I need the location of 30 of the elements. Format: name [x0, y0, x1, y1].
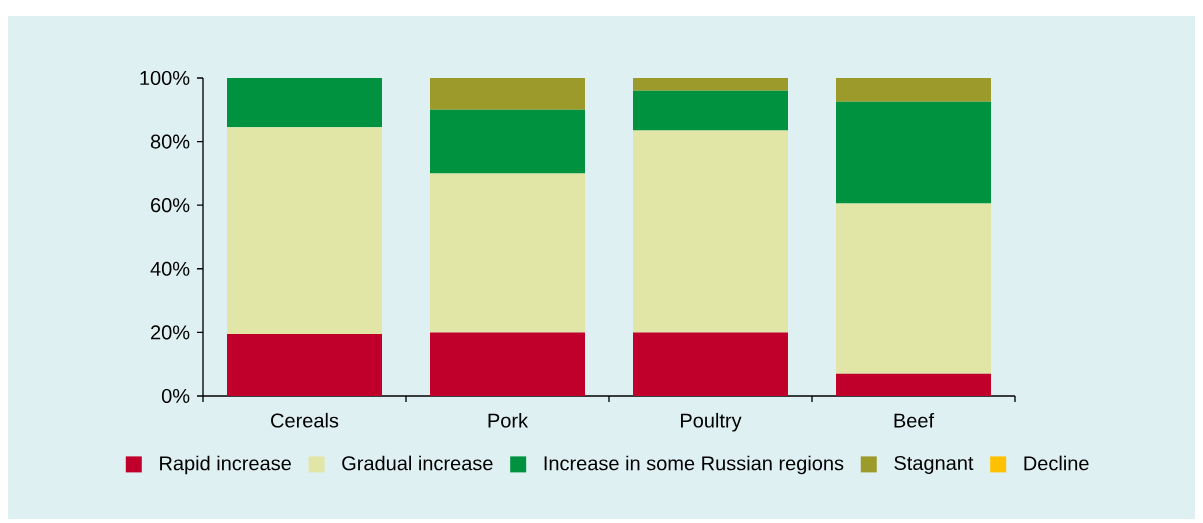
bar [836, 373, 991, 396]
legend-label: Gradual increase [342, 455, 493, 471]
bar [633, 77, 788, 91]
y-tick-label: 0% [161, 388, 190, 404]
legend-label: Rapid increase [160, 455, 291, 475]
bar [430, 77, 585, 110]
bar [633, 332, 788, 396]
y-tick-label: 80% [150, 134, 190, 149]
bar [227, 333, 383, 396]
bar [633, 130, 788, 333]
y-tick-label: 100% [140, 70, 190, 86]
bar [430, 173, 585, 333]
x-tick-label: Poultry [681, 412, 742, 432]
bar [227, 77, 383, 128]
x-tick-label: Pork [488, 412, 529, 428]
bar [633, 90, 788, 131]
legend-label: Increase in some Russian regions [544, 455, 844, 475]
x-tick-label: Beef [894, 412, 935, 428]
y-tick-label: 60% [151, 198, 190, 213]
x-tick-label: Cereals [271, 412, 339, 428]
bar [836, 101, 991, 204]
bar [430, 109, 585, 174]
bar [836, 203, 991, 374]
legend-label: Stagnant [894, 455, 974, 475]
bar [227, 127, 383, 334]
legend-label: Decline [1024, 455, 1089, 471]
y-tick-label: 40% [150, 261, 190, 276]
y-tick-label: 20% [151, 325, 190, 340]
bar [836, 77, 991, 102]
bar [430, 332, 585, 396]
